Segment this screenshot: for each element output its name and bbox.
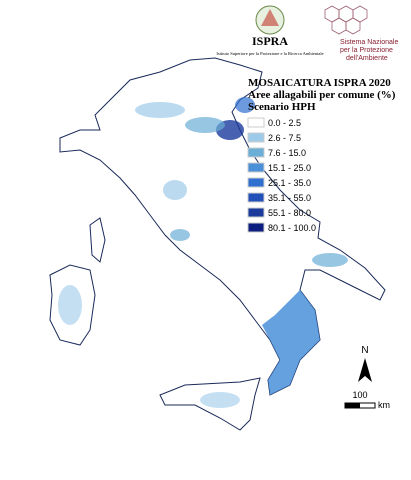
north-arrow — [358, 358, 372, 382]
network-logo — [324, 5, 368, 35]
legend-label: 35.1 - 55.0 — [268, 193, 311, 203]
legend-title: Aree allagabili per comune (%) — [248, 89, 396, 101]
legend-label: 80.1 - 100.0 — [268, 223, 316, 233]
emblem — [255, 5, 285, 35]
legend-label: 25.1 - 35.0 — [268, 178, 311, 188]
scale-bar — [345, 403, 360, 408]
legend-label: 7.6 - 15.0 — [268, 148, 306, 158]
north-label: N — [361, 345, 368, 356]
legend-label: 0.0 - 2.5 — [268, 118, 301, 128]
agency-full: Istituto Superiore per la Protezione e l… — [216, 51, 323, 56]
legend-swatch — [247, 147, 265, 158]
network-name: dell'Ambiente — [346, 55, 388, 62]
legend-swatch — [247, 162, 265, 173]
italy-map — [49, 57, 386, 431]
legend-label: 2.6 - 7.5 — [268, 133, 301, 143]
scale-distance: 100 — [352, 390, 367, 400]
network-name: Sistema Nazionale — [340, 39, 398, 46]
agency: ISPRA — [252, 34, 288, 48]
legend-swatch — [247, 117, 265, 128]
legend-label: 15.1 - 25.0 — [268, 163, 311, 173]
legend-swatch — [247, 207, 265, 218]
scale-unit: km — [378, 400, 390, 410]
legend-label: 55.1 - 80.0 — [268, 208, 311, 218]
legend-title: MOSAICATURA ISPRA 2020 — [248, 77, 391, 89]
legend-swatch — [247, 132, 265, 143]
legend-swatch — [247, 192, 265, 203]
legend-swatch — [247, 177, 265, 188]
legend-title: Scenario HPH — [248, 101, 316, 113]
network-name: per la Protezione — [340, 47, 393, 54]
legend-swatch — [247, 222, 265, 233]
